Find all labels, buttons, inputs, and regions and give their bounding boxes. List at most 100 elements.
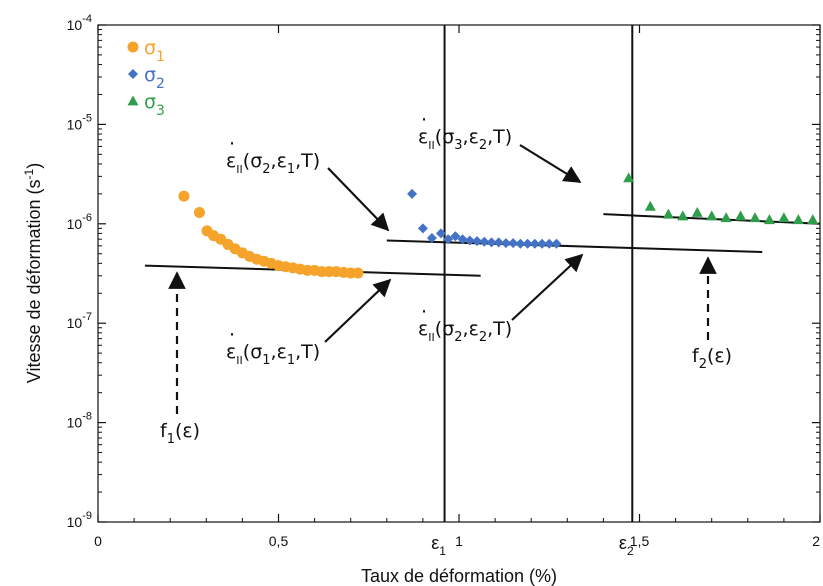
x-tick-label: 0,5 xyxy=(269,533,289,549)
epsilon-sub: 1 xyxy=(287,162,295,177)
y-tick-exp: -5 xyxy=(82,112,92,124)
point-sigma2 xyxy=(479,236,490,247)
epsilon-symbol: ε xyxy=(619,533,627,553)
y-tick-exp: -7 xyxy=(82,311,92,323)
epsilon-symbol: ε xyxy=(226,150,236,172)
annotation-text: f2(ε) xyxy=(692,345,732,372)
y-tick-exp: -9 xyxy=(82,510,92,522)
annotations: ·εII(σ2,ε1,T)·εII(σ1,ε1,T)·εII(σ3,ε2,T)·… xyxy=(160,109,732,447)
y-tick-label: 10-7 xyxy=(67,311,92,331)
annotation-text: εII(σ3,ε2,T) xyxy=(418,126,512,153)
subscript-parallel: II xyxy=(236,354,243,367)
f-sub: 2 xyxy=(699,357,707,372)
paren-open: ( xyxy=(435,126,442,148)
ann-f2: f2(ε) xyxy=(692,345,732,372)
point-sigma1 xyxy=(193,206,205,218)
ann-s1-e1: ·εII(σ1,ε1,T) xyxy=(226,324,320,368)
fit-line-f2 xyxy=(386,239,763,254)
point-sigma2 xyxy=(426,232,437,243)
point-sigma3 xyxy=(763,214,775,225)
point-sigma3 xyxy=(792,214,804,225)
y-tick-exp: -8 xyxy=(82,411,92,423)
point-sigma3 xyxy=(807,214,819,225)
ann-f1: f1(ε) xyxy=(160,420,200,447)
y-tick-label: 10-9 xyxy=(67,510,92,530)
ann-s2-e2: ·εII(σ2,ε2,T) xyxy=(418,301,512,345)
point-sigma2 xyxy=(537,238,548,249)
point-sigma1 xyxy=(178,190,190,202)
point-sigma2 xyxy=(407,188,418,199)
point-sigma3 xyxy=(749,212,761,223)
point-sigma2 xyxy=(486,237,497,248)
point-sigma2 xyxy=(457,234,468,245)
epsilon-symbol: ε xyxy=(431,533,439,553)
subscript-parallel: II xyxy=(236,163,243,176)
y-axis-title-end: ) xyxy=(24,163,44,169)
f-symbol: f xyxy=(692,345,700,367)
annotation-text: f1(ε) xyxy=(160,420,200,447)
point-sigma2 xyxy=(515,238,526,249)
legend-label-sigma2: σ2 xyxy=(144,64,165,92)
tail: ,T) xyxy=(487,126,512,148)
subscript-parallel: II xyxy=(428,331,435,344)
dot-accent: · xyxy=(229,133,235,155)
vertical-lines: ε1 ε2 xyxy=(431,25,634,558)
data-points xyxy=(178,172,819,279)
arrow-s3-e2 xyxy=(519,144,582,183)
y-tick-base: 10 xyxy=(67,514,83,530)
point-sigma2 xyxy=(464,235,475,246)
legend-label-sigma1: σ1 xyxy=(144,37,165,65)
y-axis-title: Vitesse de déformation (s-1) xyxy=(22,163,44,383)
x-tick-label: 1,5 xyxy=(630,533,650,549)
epsilon-sub: 1 xyxy=(439,544,446,558)
subscript-parallel: II xyxy=(428,139,435,152)
epsilon-symbol: ε xyxy=(418,318,428,340)
point-sigma3 xyxy=(778,212,790,223)
point-sigma3 xyxy=(677,210,689,221)
plot-frame xyxy=(97,24,821,523)
f-sub: 1 xyxy=(167,432,175,447)
legend-label-sigma3: σ3 xyxy=(144,91,165,119)
legend-sigma: σ xyxy=(144,64,156,86)
point-sigma3 xyxy=(662,208,674,219)
epsilon-sub: 2 xyxy=(479,138,487,153)
sigma-symbol: σ xyxy=(250,150,262,172)
comma-epsilon: ,ε xyxy=(271,341,287,363)
tail: ,T) xyxy=(295,341,320,363)
epsilon-2-label: ε2 xyxy=(619,533,634,558)
legend-sigma: σ xyxy=(144,91,156,113)
point-sigma2 xyxy=(522,238,533,249)
y-tick-base: 10 xyxy=(67,17,83,33)
point-sigma3 xyxy=(691,206,703,217)
point-sigma2 xyxy=(443,234,454,245)
y-tick-exp: -4 xyxy=(82,13,92,25)
point-sigma3 xyxy=(644,200,656,211)
y-tick-label: 10-4 xyxy=(67,13,92,33)
legend-sigma: σ xyxy=(144,37,156,59)
annotation-arrows xyxy=(168,144,717,414)
x-axis-title: Taux de déformation (%) xyxy=(361,566,557,586)
paren-open: ( xyxy=(435,318,442,340)
y-tick-base: 10 xyxy=(67,216,83,232)
legend-marker-sigma2 xyxy=(128,69,138,79)
comma-epsilon: ,ε xyxy=(271,150,287,172)
sigma-symbol: σ xyxy=(250,341,262,363)
epsilon-1-label: ε1 xyxy=(431,533,446,558)
ann-s3-e2: ·εII(σ3,ε2,T) xyxy=(418,109,512,153)
f-symbol: f xyxy=(160,420,168,442)
point-sigma3 xyxy=(706,210,718,221)
x-axis-ticks: 0 0,5 1 1,5 2 xyxy=(94,25,821,549)
f-tail: (ε) xyxy=(175,420,200,442)
point-sigma3 xyxy=(735,210,747,221)
sigma-symbol: σ xyxy=(442,126,454,148)
annotation-text: εII(σ2,ε1,T) xyxy=(226,150,320,177)
y-tick-base: 10 xyxy=(67,315,83,331)
epsilon-symbol: ε xyxy=(418,126,428,148)
dot-accent: · xyxy=(421,301,427,323)
point-sigma2 xyxy=(529,238,540,249)
arrow-s2-e1 xyxy=(327,167,390,232)
y-tick-label: 10-5 xyxy=(67,112,92,132)
point-sigma2 xyxy=(435,228,446,239)
